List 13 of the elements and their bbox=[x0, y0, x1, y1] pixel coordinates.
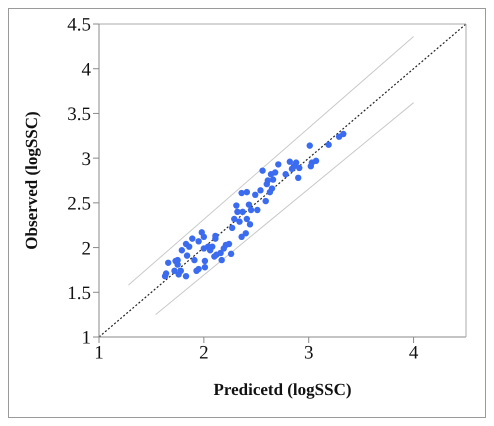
y-tick-label: 1.5 bbox=[67, 283, 91, 304]
y-tick-label: 3.5 bbox=[67, 104, 91, 126]
y-tick-label: 4.5 bbox=[67, 14, 91, 36]
y-tick-label: 3 bbox=[82, 148, 91, 170]
x-tick-label: 2 bbox=[199, 342, 209, 364]
y-tick-label: 1 bbox=[82, 328, 91, 349]
x-tick-label: 4 bbox=[408, 342, 419, 364]
x-tick-label: 3 bbox=[304, 342, 314, 364]
y-tick-label: 4 bbox=[82, 59, 92, 80]
y-axis-title: Observed (logSSC) bbox=[22, 111, 42, 250]
y-tick-label: 2.5 bbox=[67, 194, 91, 215]
x-axis-title: Predicetd (logSSC) bbox=[213, 380, 352, 399]
y-tick-label: 2 bbox=[82, 238, 91, 260]
